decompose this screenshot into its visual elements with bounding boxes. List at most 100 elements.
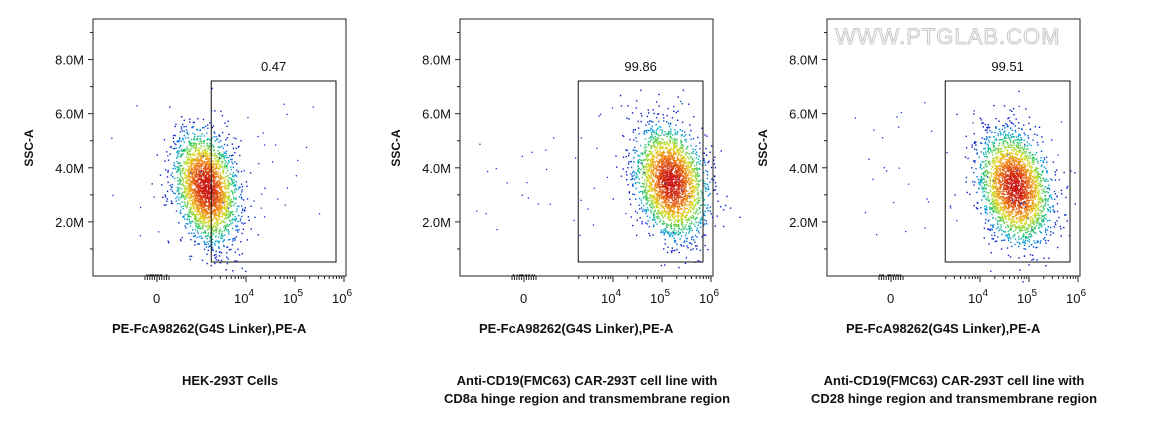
- data-point: [689, 196, 692, 198]
- data-point: [673, 158, 676, 160]
- data-point: [214, 212, 216, 214]
- data-point: [661, 160, 664, 163]
- data-point: [213, 211, 216, 213]
- data-point: [664, 181, 666, 183]
- data-point: [199, 201, 201, 203]
- data-point: [169, 106, 171, 108]
- data-point: [211, 191, 213, 194]
- data-point: [674, 249, 676, 252]
- data-point: [182, 195, 185, 198]
- data-point: [196, 218, 198, 220]
- data-point: [698, 184, 700, 186]
- data-point: [189, 150, 191, 152]
- data-point: [681, 175, 683, 177]
- data-point: [225, 226, 227, 228]
- data-point: [693, 207, 696, 209]
- data-point: [235, 175, 238, 177]
- data-point: [689, 211, 692, 213]
- data-point: [235, 218, 237, 220]
- data-point: [672, 233, 674, 235]
- data-point: [685, 232, 687, 234]
- data-point: [658, 197, 660, 200]
- data-point: [198, 194, 200, 197]
- data-point: [183, 161, 185, 163]
- data-point: [191, 206, 193, 208]
- data-point: [235, 217, 237, 220]
- data-point: [230, 168, 232, 171]
- data-point: [663, 232, 666, 234]
- data-point: [678, 180, 680, 182]
- data-point: [197, 186, 199, 188]
- data-point: [668, 163, 670, 165]
- data-point: [647, 121, 649, 123]
- data-point: [650, 196, 652, 199]
- data-point: [199, 174, 201, 176]
- data-point: [181, 116, 183, 118]
- data-point: [195, 199, 197, 201]
- data-point: [215, 231, 217, 233]
- data-point: [666, 213, 669, 215]
- data-point: [688, 232, 690, 234]
- y-axis-label: SSC-A: [22, 129, 36, 167]
- data-point: [215, 172, 217, 175]
- data-point: [209, 212, 211, 214]
- data-point: [666, 133, 669, 135]
- data-point: [677, 234, 679, 236]
- data-point: [704, 161, 706, 164]
- data-point: [656, 197, 658, 199]
- data-point: [642, 182, 644, 185]
- data-point: [655, 167, 658, 170]
- data-point: [691, 157, 693, 160]
- data-point: [228, 239, 230, 241]
- data-point: [212, 205, 214, 208]
- data-point: [678, 209, 680, 211]
- y-tick-label: 4.0M: [55, 161, 84, 176]
- data-point: [657, 155, 659, 157]
- data-point: [187, 150, 190, 153]
- data-point: [677, 185, 680, 188]
- data-point: [668, 130, 670, 133]
- data-point: [661, 129, 663, 131]
- data-point: [638, 191, 640, 193]
- data-point: [183, 188, 186, 190]
- data-point: [616, 166, 618, 168]
- data-point: [241, 215, 243, 218]
- data-point: [174, 168, 176, 170]
- data-point: [641, 115, 643, 117]
- data-point: [177, 180, 179, 182]
- data-point: [673, 205, 675, 207]
- data-point: [200, 207, 202, 210]
- data-point: [180, 176, 182, 178]
- data-point: [206, 144, 208, 147]
- data-point: [208, 240, 211, 243]
- data-point: [676, 131, 679, 133]
- data-point: [692, 170, 695, 172]
- data-point: [176, 140, 178, 143]
- data-point: [180, 197, 182, 199]
- data-point: [199, 197, 201, 199]
- data-point: [703, 152, 705, 154]
- data-point: [723, 225, 725, 228]
- data-point: [666, 171, 668, 173]
- data-point: [695, 180, 697, 182]
- data-point: [208, 138, 211, 141]
- data-point: [696, 194, 699, 196]
- data-point: [171, 186, 173, 189]
- data-point: [195, 205, 197, 208]
- data-point: [656, 146, 658, 149]
- data-point: [666, 142, 669, 145]
- data-point: [684, 187, 686, 189]
- data-point: [681, 182, 683, 184]
- data-point: [193, 171, 195, 173]
- data-point: [697, 172, 699, 175]
- data-point: [676, 176, 678, 178]
- data-point: [206, 190, 208, 193]
- data-point: [207, 208, 210, 211]
- data-point: [177, 140, 179, 142]
- data-point: [691, 173, 693, 175]
- data-point: [215, 205, 217, 208]
- data-point: [191, 199, 193, 202]
- data-point: [694, 148, 697, 151]
- data-point: [221, 206, 224, 208]
- data-point: [688, 169, 690, 172]
